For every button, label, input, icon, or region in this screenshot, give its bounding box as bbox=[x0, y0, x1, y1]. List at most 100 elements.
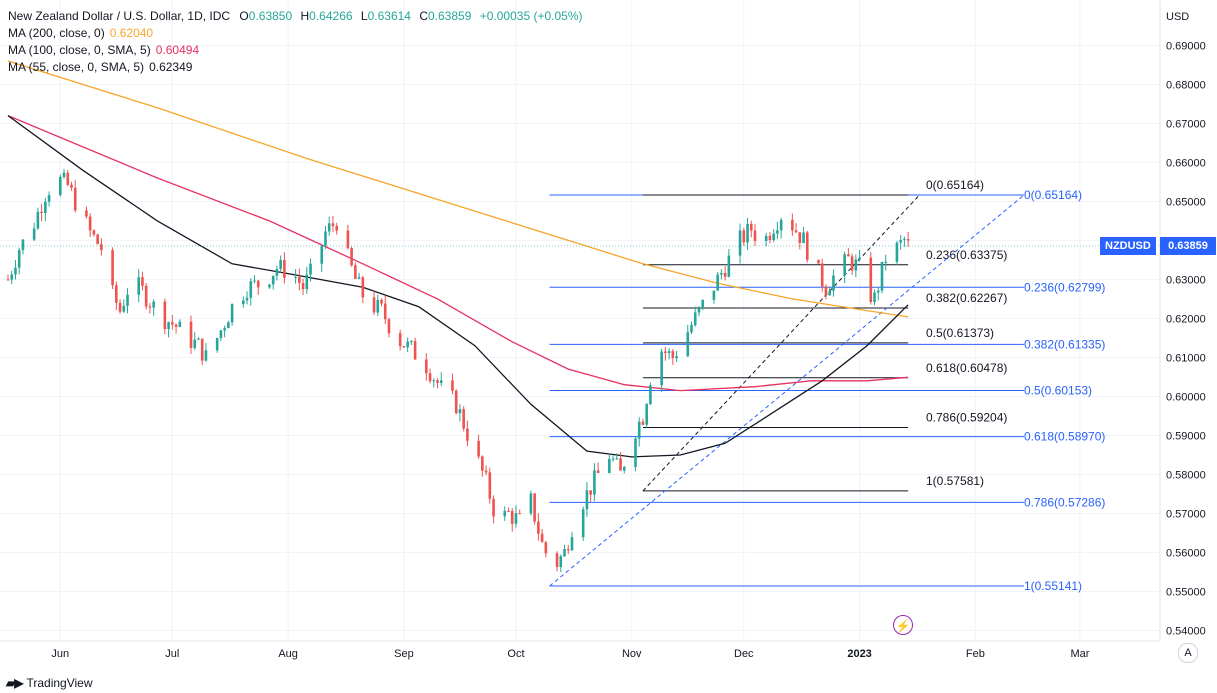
candle-body bbox=[555, 553, 559, 567]
candle-body bbox=[111, 250, 114, 286]
candle-body bbox=[858, 257, 861, 260]
candle-body bbox=[227, 322, 230, 329]
fib-blue-level-label: 0.786(0.57286) bbox=[1024, 495, 1105, 509]
candle-body bbox=[876, 290, 880, 293]
candle-body bbox=[439, 380, 443, 383]
candle-body bbox=[174, 324, 178, 327]
y-tick-label: 0.60000 bbox=[1166, 391, 1206, 403]
fib-blue-level-label: 0.5(0.60153) bbox=[1024, 383, 1092, 397]
x-tick-label: Feb bbox=[966, 648, 985, 660]
candle-body bbox=[66, 172, 70, 185]
candle-body bbox=[712, 290, 716, 300]
candle-body bbox=[884, 261, 888, 263]
candle-body bbox=[10, 274, 14, 280]
candle-body bbox=[798, 232, 802, 244]
candle-body bbox=[380, 299, 383, 304]
candle-body bbox=[619, 458, 622, 471]
candle-body bbox=[608, 459, 611, 473]
candle-body bbox=[544, 542, 548, 554]
y-tick-label: 0.62000 bbox=[1166, 313, 1206, 325]
candle-body bbox=[615, 458, 619, 460]
tradingview-brand[interactable]: ▰▶ TradingView bbox=[6, 676, 93, 690]
x-tick-label: Oct bbox=[507, 648, 524, 660]
candle-body bbox=[275, 269, 279, 276]
candle-body bbox=[503, 510, 507, 517]
ma100-value: 0.60494 bbox=[155, 43, 200, 57]
candle-body bbox=[899, 239, 902, 243]
candle-body bbox=[85, 210, 88, 217]
candle-body bbox=[749, 223, 753, 231]
legend-ma100-row[interactable]: MA (100, close, 0, SMA, 5) 0.60494 bbox=[8, 42, 582, 59]
y-tick-label: 0.54000 bbox=[1166, 626, 1206, 638]
candle-body bbox=[518, 513, 521, 515]
candle-body bbox=[92, 230, 96, 235]
candle-body bbox=[215, 338, 219, 351]
candle-body bbox=[197, 338, 200, 340]
legend-ma55-row[interactable]: MA (55, close, 0, SMA, 5) 0.62349 bbox=[8, 59, 582, 76]
candle-body bbox=[850, 256, 854, 271]
candle-body bbox=[44, 201, 47, 214]
candle-body bbox=[436, 380, 439, 383]
candle-body bbox=[832, 275, 835, 291]
candle-body bbox=[100, 244, 103, 251]
candle-body bbox=[488, 472, 492, 499]
candle-body bbox=[686, 332, 690, 357]
candle-body bbox=[537, 521, 540, 534]
candle-body bbox=[581, 509, 585, 538]
candle-body bbox=[122, 305, 126, 312]
fib-black-level-label: 1(0.57581) bbox=[926, 474, 984, 488]
candle-body bbox=[331, 223, 335, 227]
candle-body bbox=[514, 513, 518, 524]
ma100-line bbox=[7, 115, 909, 392]
lightning-icon[interactable]: ⚡ bbox=[893, 615, 913, 635]
candle-body bbox=[507, 510, 510, 512]
candle-body bbox=[895, 242, 899, 262]
x-tick-label: Aug bbox=[278, 648, 298, 660]
candle-body bbox=[118, 302, 122, 312]
candle-body bbox=[776, 230, 779, 234]
ma100-label: MA (100, close, 0, SMA, 5) bbox=[8, 43, 151, 57]
candle-body bbox=[219, 330, 223, 339]
candle-body bbox=[301, 282, 305, 290]
candle-body bbox=[697, 307, 701, 313]
y-tick-label: 0.59000 bbox=[1166, 430, 1206, 442]
candle-body bbox=[32, 228, 36, 240]
auto-scale-button[interactable]: A bbox=[1178, 643, 1198, 663]
candle-body bbox=[350, 248, 353, 266]
ma200-value: 0.62040 bbox=[109, 26, 154, 40]
currency-label: USD bbox=[1166, 11, 1189, 23]
legend-ohlc-row: New Zealand Dollar / U.S. Dollar, 1D, ID… bbox=[8, 8, 582, 25]
candle-body bbox=[387, 319, 391, 334]
price-tag-value: 0.63859 bbox=[1160, 236, 1216, 255]
candle-body bbox=[223, 328, 226, 331]
candle-body bbox=[510, 511, 514, 524]
candle-body bbox=[540, 533, 544, 543]
candle-body bbox=[271, 275, 275, 285]
legend-ma200-row[interactable]: MA (200, close, 0) 0.62040 bbox=[8, 25, 582, 42]
trend-lines bbox=[549, 194, 1025, 587]
brand-text: TradingView bbox=[26, 676, 93, 690]
candle-body bbox=[727, 255, 731, 277]
candlesticks bbox=[6, 168, 910, 573]
candle-body bbox=[137, 277, 141, 295]
candle-body bbox=[585, 490, 589, 510]
candle-body bbox=[383, 303, 387, 320]
x-tick-label: Nov bbox=[622, 648, 642, 660]
candle-body bbox=[283, 259, 286, 278]
candle-body bbox=[529, 493, 533, 514]
candle-body bbox=[477, 440, 480, 457]
candle-body bbox=[144, 285, 148, 307]
candle-body bbox=[40, 211, 43, 214]
open-value: 0.63850 bbox=[248, 9, 293, 23]
candle-body bbox=[675, 356, 678, 359]
candle-body bbox=[458, 409, 462, 414]
high-value: 0.64266 bbox=[309, 9, 353, 23]
low-value: 0.63614 bbox=[367, 9, 411, 23]
grid bbox=[0, 0, 1160, 641]
y-tick-label: 0.57000 bbox=[1166, 508, 1206, 520]
candle-body bbox=[62, 172, 66, 177]
y-tick-label: 0.61000 bbox=[1166, 352, 1206, 364]
candle-body bbox=[21, 239, 25, 251]
candle-body bbox=[641, 421, 645, 425]
